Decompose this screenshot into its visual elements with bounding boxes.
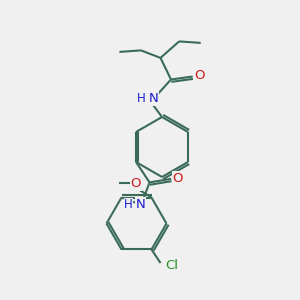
- Text: O: O: [194, 69, 205, 82]
- Text: H: H: [136, 92, 146, 105]
- Text: Cl: Cl: [165, 259, 178, 272]
- Text: O: O: [172, 172, 183, 185]
- Text: N: N: [136, 198, 146, 211]
- Text: O: O: [130, 177, 141, 190]
- Text: H: H: [124, 198, 133, 211]
- Text: N: N: [149, 92, 159, 105]
